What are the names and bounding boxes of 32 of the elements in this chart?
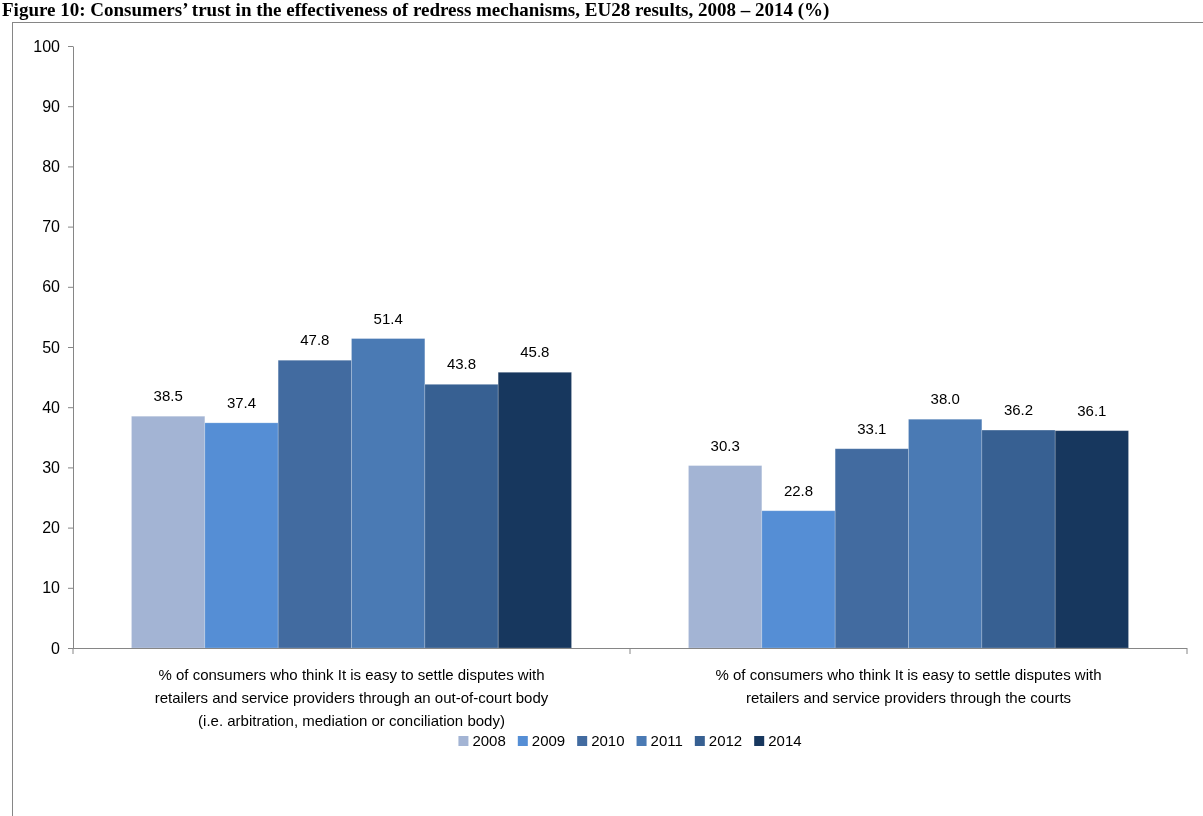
y-tick-label: 90 [42,97,61,115]
y-tick-label: 40 [42,398,61,416]
data-label: 33.1 [857,419,887,437]
data-label: 30.3 [710,436,740,454]
y-tick-label: 60 [42,278,61,296]
data-label: 51.4 [373,309,403,327]
data-label: 47.8 [300,331,330,349]
y-tick-label: 50 [42,338,61,356]
data-label: 38.5 [153,387,183,405]
y-tick-label: 0 [51,639,61,657]
data-label: 22.8 [783,481,814,499]
y-tick-label: 20 [42,519,61,537]
x-tick-label: % of consumers who think It is easy to settle disputes with retailers and service providers through an out-of-court body (i.e. arbitration, mediation or conciliation body) [154,666,549,729]
legend-label: 2010 [591,732,625,749]
data-label: 37.4 [226,393,257,411]
legend-label: 2008 [472,732,506,749]
chart-title: Figure 10: Consumers’ trust in the effectiveness of redress mechanisms, EU28 results, 2008 – 2014 (%) [2,0,830,21]
legend-label: 2009 [531,732,566,749]
y-tick-label: 70 [42,218,61,236]
data-label: 36.1 [1077,401,1107,419]
y-tick-label: 80 [42,158,61,176]
legend-label: 2012 [708,732,743,749]
data-label: 43.8 [446,355,477,373]
y-tick-label: 100 [33,37,61,55]
legend-label: 2011 [650,732,683,749]
y-tick-label: 10 [42,579,61,597]
y-tick-label: 30 [42,459,61,477]
data-label: 45.8 [520,343,550,361]
data-label: 38.0 [930,390,960,408]
data-label: 36.2 [1003,401,1034,419]
x-tick-label: % of consumers who think It is easy to settle disputes with retailers and service providers through the courts [715,666,1102,706]
legend-label: 2014 [768,732,802,749]
